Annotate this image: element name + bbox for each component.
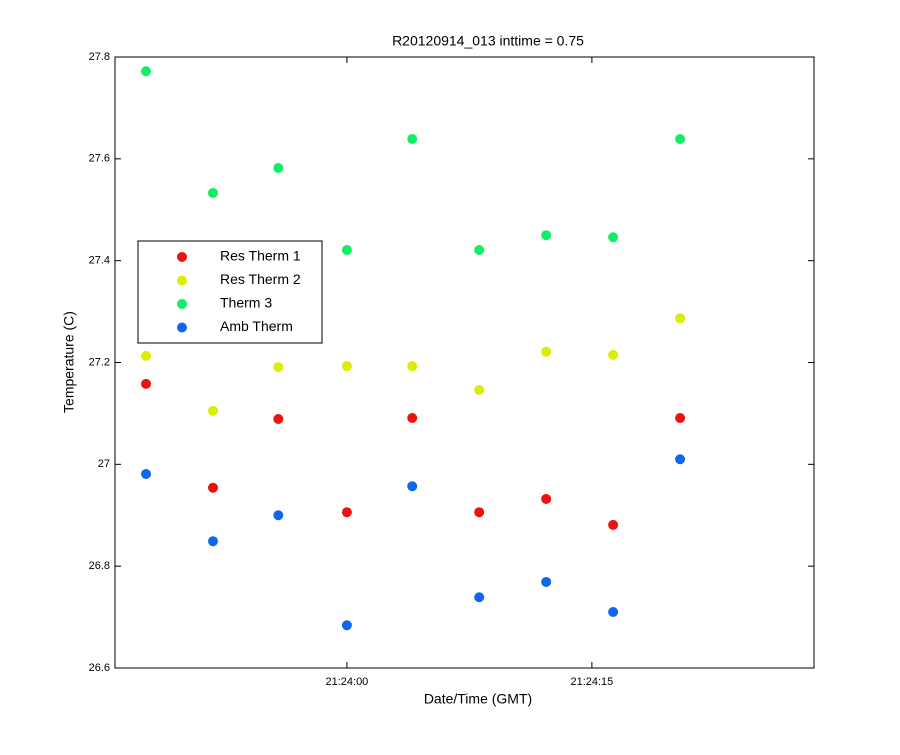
legend-marker: [177, 252, 187, 262]
data-point: [474, 507, 485, 518]
data-point: [541, 493, 552, 504]
data-point: [341, 244, 352, 255]
data-point: [675, 133, 686, 144]
data-point: [474, 384, 485, 395]
data-point: [207, 536, 218, 547]
data-point: [608, 606, 619, 617]
plot-area: [114, 56, 815, 669]
data-point: [474, 592, 485, 603]
data-point: [207, 187, 218, 198]
data-point: [608, 349, 619, 360]
data-point: [341, 507, 352, 518]
data-point: [407, 412, 418, 423]
data-point: [407, 361, 418, 372]
y-tick-label: 27.8: [89, 51, 110, 63]
data-point: [141, 66, 152, 77]
legend-label: Therm 3: [220, 295, 272, 311]
data-point: [407, 481, 418, 492]
legend-label: Res Therm 1: [220, 248, 301, 264]
y-tick-label: 26.8: [89, 560, 110, 572]
data-point: [207, 405, 218, 416]
x-tick-label: 21:24:15: [570, 676, 613, 688]
data-point: [341, 620, 352, 631]
legend-marker: [177, 322, 187, 333]
data-point: [474, 244, 485, 255]
data-point: [608, 232, 619, 243]
y-tick-label: 27.6: [89, 153, 110, 165]
y-tick-label: 27.2: [89, 356, 110, 368]
data-point: [407, 133, 418, 144]
data-point: [675, 454, 686, 465]
data-point: [273, 362, 284, 373]
legend-box: [137, 240, 323, 344]
data-point: [341, 361, 352, 372]
legend-marker: [177, 275, 187, 286]
y-axis-label: Temperature (C): [61, 311, 77, 413]
data-point: [273, 162, 284, 173]
data-point: [541, 230, 552, 241]
legend-label: Amb Therm: [220, 318, 293, 334]
data-point: [608, 519, 619, 530]
data-point: [141, 378, 152, 389]
data-point: [541, 576, 552, 587]
data-point: [273, 414, 284, 425]
legend-label: Res Therm 2: [220, 271, 301, 287]
data-point: [675, 412, 686, 423]
x-axis-label: Date/Time (GMT): [424, 691, 532, 707]
legend-marker: [177, 299, 187, 309]
data-point: [273, 510, 284, 521]
y-tick-label: 27: [98, 458, 110, 470]
y-tick-label: 26.6: [89, 662, 110, 674]
y-tick-label: 27.4: [89, 255, 110, 267]
chart-title: R20120914_013 inttime = 0.75: [392, 33, 584, 49]
data-point: [207, 482, 218, 493]
data-point: [541, 346, 552, 357]
data-point: [675, 313, 686, 324]
x-tick-label: 21:24:00: [325, 676, 368, 688]
data-point: [141, 469, 152, 480]
data-point: [141, 350, 152, 361]
